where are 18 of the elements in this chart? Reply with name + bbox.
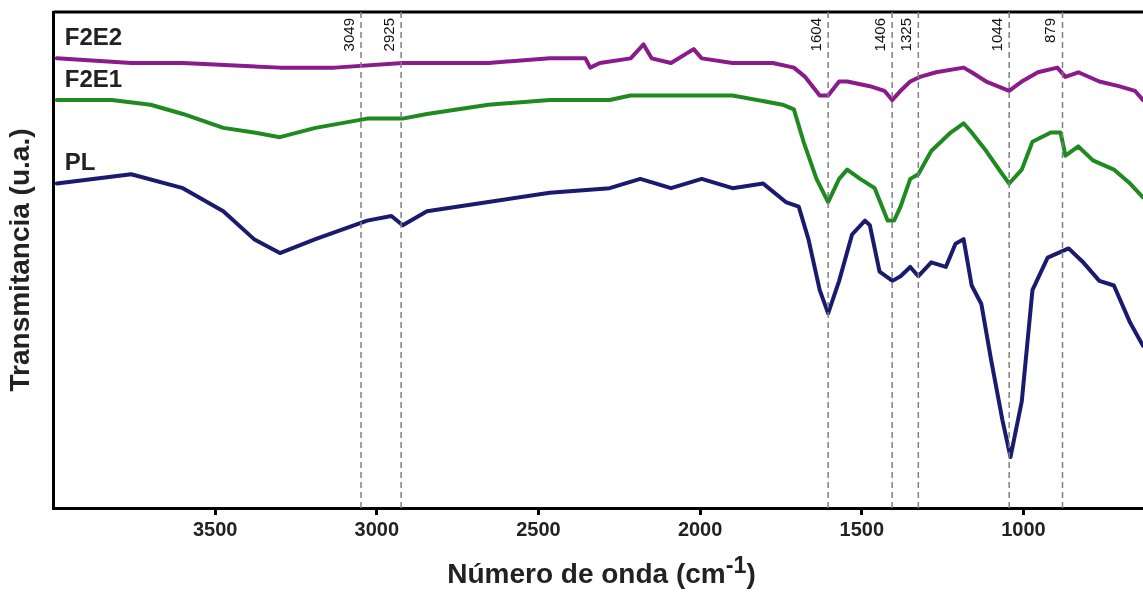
x-tick-label: 3500 [192, 517, 238, 540]
ref-line-label: 1406 [870, 18, 888, 52]
series-label: F2E1 [64, 64, 123, 92]
series-label: PL [64, 148, 96, 176]
ref-line-label: 1044 [987, 18, 1005, 52]
x-tick-label: 1500 [839, 517, 885, 540]
x-tick-label: 2000 [677, 517, 723, 540]
series-label: F2E2 [64, 22, 123, 50]
ref-line-label: 879 [1041, 18, 1059, 44]
x-tick-label: 1000 [1001, 517, 1046, 540]
ref-line-label: 1604 [806, 18, 824, 52]
x-tick-label: 2500 [516, 517, 561, 540]
ref-line-label: 2925 [379, 18, 397, 52]
x-axis-title: Número de onda (cm$^{-1}$) [446, 551, 757, 592]
y-axis-title: Transmitancia (u.a.) [3, 128, 35, 392]
x-tick-label: 3000 [354, 517, 400, 540]
ref-line-label: 3049 [339, 18, 357, 52]
ref-line-label: 1325 [896, 18, 914, 52]
